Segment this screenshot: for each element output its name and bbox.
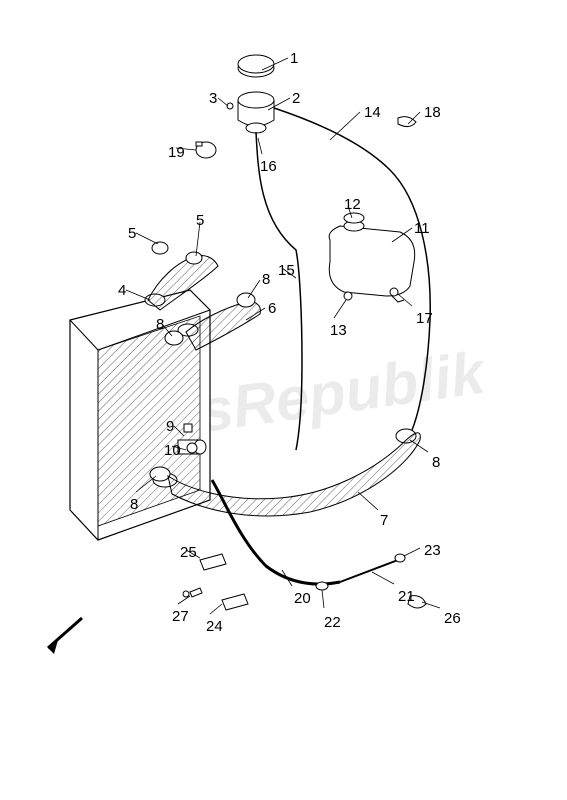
callout-14: 14 bbox=[364, 104, 381, 121]
cap-assembly bbox=[227, 55, 274, 133]
callout-10: 10 bbox=[164, 442, 181, 459]
radiator-body bbox=[70, 290, 210, 540]
callout-2: 2 bbox=[292, 90, 300, 107]
callout-8: 8 bbox=[130, 496, 138, 513]
callout-8: 8 bbox=[262, 271, 270, 288]
clamp-8a bbox=[237, 293, 255, 307]
callout-8: 8 bbox=[432, 454, 440, 471]
diagram-svg bbox=[0, 0, 567, 800]
callout-19: 19 bbox=[168, 144, 185, 161]
callout-5: 5 bbox=[196, 212, 204, 229]
callout-9: 9 bbox=[166, 418, 174, 435]
callout-17: 17 bbox=[416, 310, 433, 327]
callout-11: 11 bbox=[414, 220, 430, 237]
clamp-19 bbox=[196, 142, 216, 158]
callout-15: 15 bbox=[278, 262, 295, 279]
reservoir bbox=[329, 213, 415, 302]
hose-15 bbox=[256, 132, 302, 450]
callout-27: 27 bbox=[172, 608, 189, 625]
brackets bbox=[183, 554, 248, 610]
callout-1: 1 bbox=[290, 50, 298, 67]
callout-26: 26 bbox=[444, 610, 461, 627]
callout-13: 13 bbox=[330, 322, 347, 339]
callout-6: 6 bbox=[268, 300, 276, 317]
clamp-5b bbox=[152, 242, 168, 254]
callout-23: 23 bbox=[424, 542, 441, 559]
callout-21: 21 bbox=[398, 588, 415, 605]
clamp-5a bbox=[186, 252, 202, 264]
callout-7: 7 bbox=[380, 512, 388, 529]
callout-22: 22 bbox=[324, 614, 341, 631]
callout-3: 3 bbox=[209, 90, 217, 107]
clamp-8b bbox=[165, 331, 183, 345]
callout-4: 4 bbox=[118, 282, 126, 299]
callout-18: 18 bbox=[424, 104, 441, 121]
callout-24: 24 bbox=[206, 618, 223, 635]
callout-12: 12 bbox=[344, 196, 361, 213]
callout-5: 5 bbox=[128, 225, 136, 242]
callout-25: 25 bbox=[180, 544, 197, 561]
callout-20: 20 bbox=[294, 590, 311, 607]
callout-16: 16 bbox=[260, 158, 277, 175]
callout-8: 8 bbox=[156, 316, 164, 333]
direction-arrow bbox=[48, 618, 82, 654]
